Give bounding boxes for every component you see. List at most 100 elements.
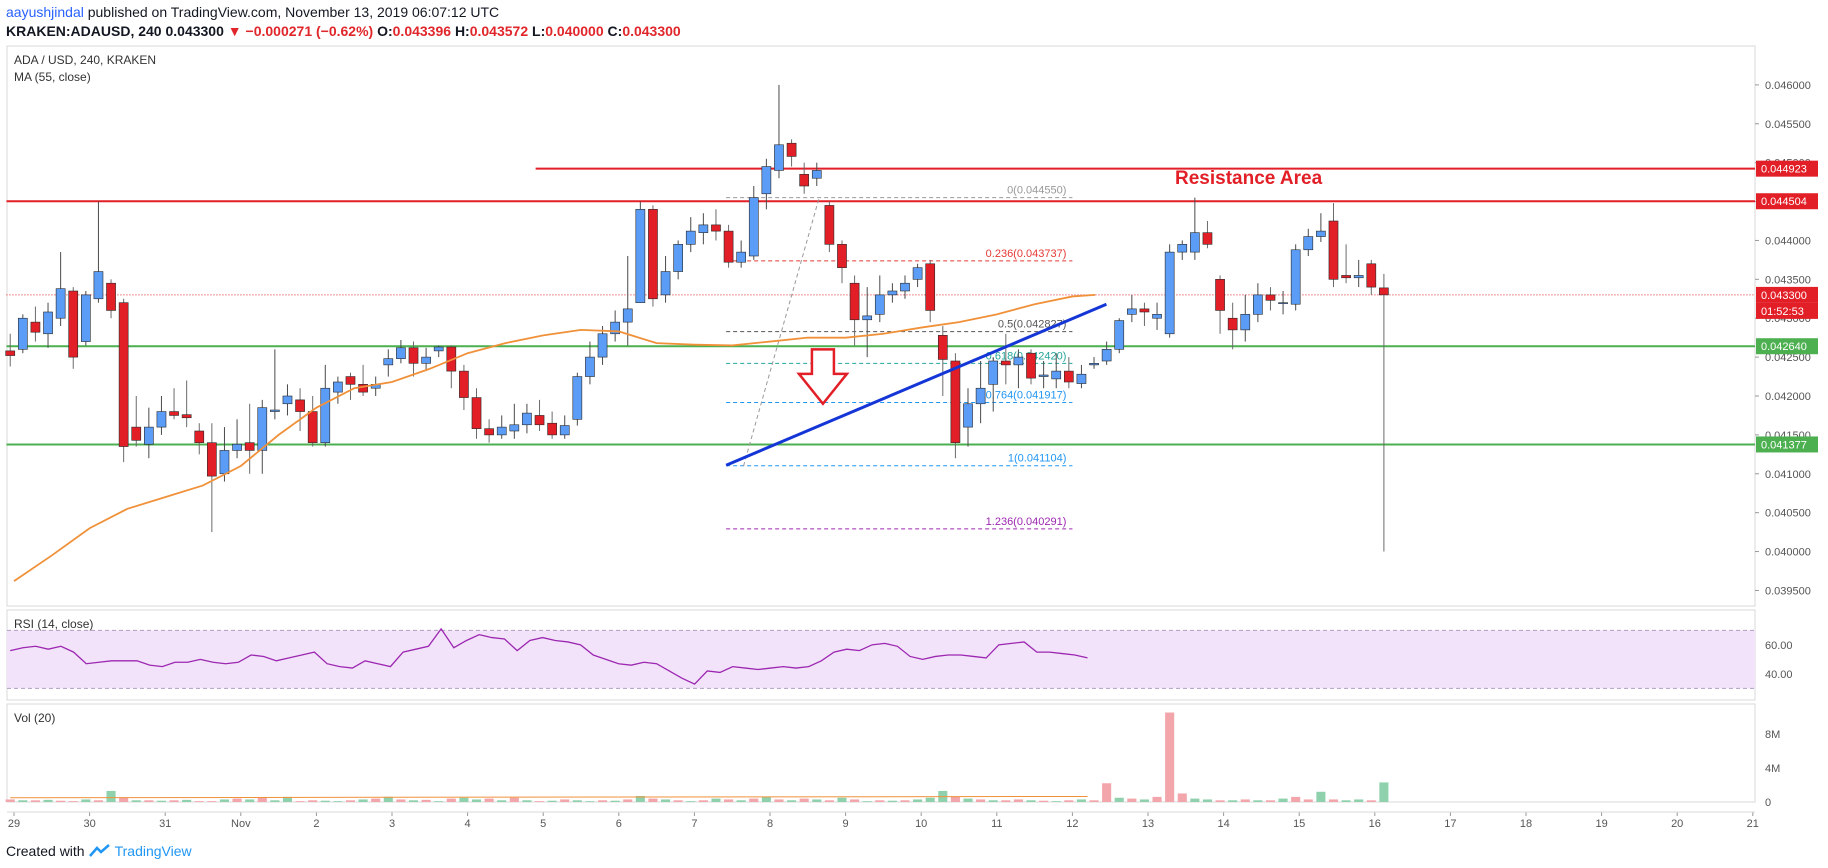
candle-body[interactable] (320, 387, 331, 443)
candle-body[interactable] (509, 424, 520, 432)
candle-body[interactable] (43, 311, 53, 335)
candle-body[interactable] (1379, 287, 1389, 296)
candle-body[interactable] (736, 251, 747, 263)
candle-body[interactable] (131, 426, 142, 441)
candle-body[interactable] (912, 267, 923, 280)
candle-body[interactable] (622, 308, 633, 323)
candle-body[interactable] (874, 294, 885, 315)
candle-body[interactable] (1278, 302, 1288, 304)
candle-body[interactable] (837, 244, 847, 268)
candle-body[interactable] (144, 426, 154, 445)
candle-body[interactable] (383, 358, 394, 366)
candle-body[interactable] (181, 414, 192, 419)
candle-body[interactable] (547, 422, 557, 436)
candle-body[interactable] (635, 209, 646, 303)
candle-body[interactable] (1316, 230, 1326, 237)
candle-body[interactable] (711, 224, 721, 232)
candle-body[interactable] (1253, 294, 1263, 315)
candle-body[interactable] (761, 166, 772, 195)
candle-body[interactable] (1127, 308, 1137, 315)
candle-body[interactable] (849, 282, 860, 321)
candle-body[interactable] (534, 415, 545, 426)
candle-body[interactable] (1215, 279, 1225, 311)
candle-body[interactable] (106, 282, 116, 311)
candle-body[interactable] (1290, 249, 1301, 305)
candle-body[interactable] (988, 360, 999, 385)
candle-body[interactable] (673, 244, 683, 272)
candle-body[interactable] (1000, 360, 1011, 366)
candle-body[interactable] (950, 360, 961, 443)
candle-body[interactable] (257, 407, 268, 451)
candle-body[interactable] (232, 443, 242, 451)
candle-body[interactable] (80, 294, 91, 342)
candle-body[interactable] (484, 428, 494, 436)
candle-body[interactable] (1303, 236, 1314, 251)
candle-body[interactable] (1013, 356, 1024, 366)
tradingview-link[interactable]: TradingView (114, 843, 192, 859)
candle-body[interactable] (1038, 374, 1049, 377)
candle-body[interactable] (963, 403, 973, 428)
candle-body[interactable] (421, 356, 431, 364)
candle-body[interactable] (219, 450, 230, 475)
candle-body[interactable] (30, 321, 41, 333)
candle-body[interactable] (559, 425, 570, 436)
candle-body[interactable] (648, 209, 658, 300)
candle-body[interactable] (169, 411, 179, 416)
price-pane[interactable] (6, 45, 1756, 607)
candle-body[interactable] (1341, 275, 1351, 279)
candle-body[interactable] (496, 426, 507, 436)
candle-body[interactable] (295, 399, 305, 412)
candle-body[interactable] (585, 356, 595, 377)
candle-body[interactable] (1366, 263, 1377, 288)
candle-body[interactable] (194, 430, 205, 443)
candle-body[interactable] (1089, 363, 1099, 366)
candle-body[interactable] (459, 370, 469, 398)
candle-body[interactable] (307, 411, 318, 443)
candle-body[interactable] (937, 335, 948, 360)
candle-body[interactable] (471, 397, 482, 429)
candle-body[interactable] (660, 271, 671, 296)
candle-body[interactable] (1190, 232, 1200, 253)
candle-body[interactable] (1328, 220, 1339, 280)
candle-body[interactable] (1114, 320, 1125, 350)
candle-body[interactable] (975, 387, 986, 405)
volume-pane[interactable] (6, 703, 1756, 803)
candle-body[interactable] (1227, 317, 1238, 331)
author-link[interactable]: aayushjindal (6, 4, 84, 20)
candle-body[interactable] (824, 205, 835, 245)
candle-body[interactable] (345, 376, 356, 385)
candle-body[interactable] (1164, 251, 1175, 335)
candle-body[interactable] (433, 346, 444, 352)
candle-body[interactable] (1265, 294, 1276, 301)
candle-body[interactable] (207, 442, 217, 477)
candle-body[interactable] (685, 230, 696, 245)
candle-body[interactable] (1026, 352, 1036, 379)
candle-body[interactable] (597, 333, 608, 358)
candle-body[interactable] (1063, 370, 1074, 383)
candle-body[interactable] (811, 170, 822, 179)
candle-body[interactable] (55, 288, 66, 319)
candle-body[interactable] (925, 263, 936, 311)
candle-body[interactable] (1051, 370, 1062, 380)
candle-body[interactable] (270, 409, 280, 412)
candle-body[interactable] (1240, 314, 1251, 331)
candle-body[interactable] (408, 347, 419, 364)
candle-body[interactable] (1101, 349, 1112, 362)
candle-body[interactable] (799, 174, 810, 187)
candle-body[interactable] (396, 347, 406, 359)
candle-body[interactable] (156, 411, 167, 428)
candle-body[interactable] (244, 442, 255, 451)
candle-body[interactable] (774, 144, 784, 171)
candle-body[interactable] (1076, 373, 1087, 384)
candle-body[interactable] (786, 142, 797, 157)
candle-body[interactable] (610, 321, 620, 335)
candle-body[interactable] (698, 224, 709, 233)
candle-body[interactable] (1152, 314, 1162, 319)
candle-body[interactable] (1353, 275, 1364, 279)
candle-body[interactable] (118, 302, 129, 447)
candle-body[interactable] (862, 315, 873, 321)
candle-body[interactable] (522, 412, 532, 426)
candle-body[interactable] (93, 271, 104, 300)
candle-body[interactable] (900, 282, 910, 292)
